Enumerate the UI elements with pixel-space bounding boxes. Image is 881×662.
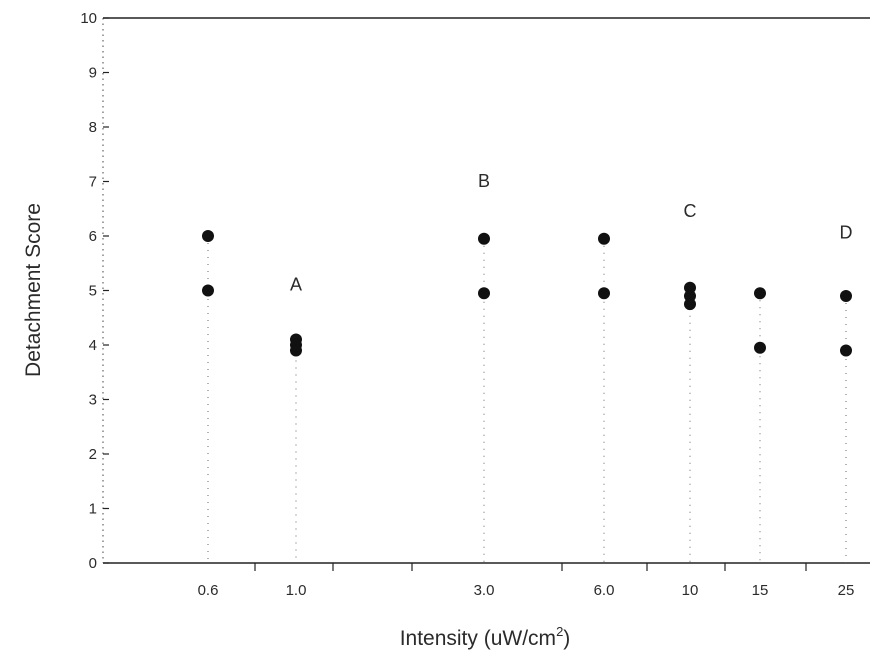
y-tick-label: 5 [89,283,97,300]
x-axis-title-superscript: 2 [556,624,563,639]
annotation-label: D [840,223,853,243]
y-axis-title: Detachment Score [22,203,45,377]
x-tick-label: 1.0 [286,582,307,599]
x-axis: 0.6 1.0 3.0 6.0 10 15 25 [198,563,855,599]
data-point [478,287,490,300]
data-point [202,284,214,297]
drop-lines [207,236,847,563]
x-tick-label: 3.0 [474,582,495,599]
x-axis-title: Intensity (uW/cm2) [400,624,571,650]
data-point [202,230,214,242]
x-tick-label: 0.6 [198,582,219,599]
data-point [598,232,610,245]
y-tick-label: 3 [89,392,97,409]
annotations: A B C D [290,171,853,295]
y-tick-label: 6 [89,228,97,245]
x-tick-label: 25 [838,582,855,599]
data-point [684,298,696,311]
x-tick-label: 6.0 [594,582,615,599]
y-tick-label: 1 [89,501,97,518]
annotation-label: B [478,171,490,191]
data-point [754,341,766,354]
y-tick-label: 7 [89,174,97,191]
data-point [840,344,852,357]
plot-frame [102,17,870,564]
x-axis-title-end: ) [563,627,570,650]
y-tick-label: 4 [89,337,97,354]
x-tick-label: 15 [752,582,769,599]
y-tick-label: 2 [89,446,97,463]
y-tick-label: 0 [89,555,97,572]
x-tick-label: 10 [682,582,699,599]
data-point [754,287,766,300]
y-tick-label: 8 [89,119,97,136]
data-point [478,232,490,245]
annotation-label: C [684,201,697,221]
data-point [840,289,852,302]
data-point [290,344,302,357]
y-tick-label: 10 [80,10,97,27]
x-axis-title-main: Intensity (uW/cm [400,627,556,650]
data-point [598,287,610,300]
y-tick-label: 9 [89,65,97,82]
annotation-label: A [290,275,302,295]
y-axis: 0 1 2 3 4 5 6 7 8 9 10 [80,10,109,572]
data-points [202,230,852,357]
